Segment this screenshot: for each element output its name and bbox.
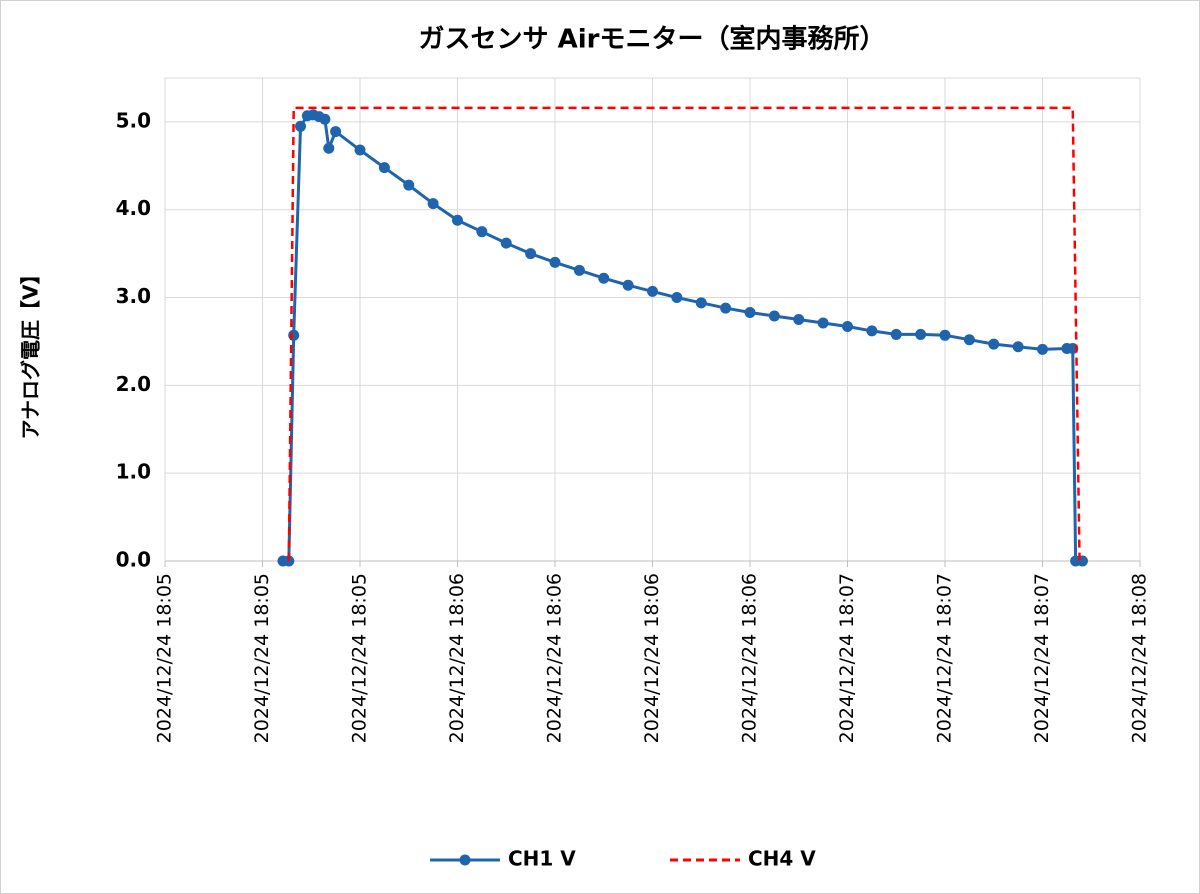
x-tick-label: 2024/12/24 18:05 — [154, 573, 176, 743]
x-tick-label: 2024/12/24 18:05 — [251, 573, 273, 743]
data-point — [622, 279, 634, 291]
data-point — [988, 338, 1000, 350]
x-tick-label: 2024/12/24 18:07 — [836, 573, 858, 743]
data-point — [452, 214, 463, 226]
data-point — [525, 248, 537, 260]
data-point — [890, 328, 902, 340]
y-tick-label: 3.0 — [116, 284, 151, 308]
data-point — [319, 113, 331, 125]
data-point — [939, 329, 951, 341]
data-point — [598, 272, 610, 284]
y-tick-label: 0.0 — [116, 548, 151, 572]
data-point — [500, 237, 512, 249]
data-point — [768, 310, 780, 322]
x-tick-label: 2024/12/24 18:08 — [1129, 573, 1151, 743]
y-axis-label: アナログ電圧【V】 — [19, 264, 43, 439]
data-point — [817, 317, 829, 329]
data-point — [549, 256, 561, 268]
data-point — [1037, 343, 1048, 355]
data-point — [647, 285, 658, 297]
data-point — [573, 264, 585, 276]
x-tick-label: 2024/12/24 18:06 — [544, 573, 566, 743]
data-point — [427, 198, 439, 210]
y-tick-label: 1.0 — [116, 460, 151, 484]
data-point — [295, 120, 307, 132]
y-tick-label: 4.0 — [116, 196, 151, 220]
y-tick-label: 5.0 — [116, 108, 151, 132]
data-point — [866, 325, 878, 337]
legend-label: CH4 V — [748, 847, 816, 871]
data-point — [476, 226, 488, 238]
data-point — [842, 321, 853, 333]
chart-title: ガスセンサ Airモニター（室内事務所） — [419, 24, 886, 55]
data-point — [1012, 341, 1024, 353]
data-point — [744, 306, 756, 318]
data-point — [671, 292, 683, 304]
x-tick-label: 2024/12/24 18:06 — [641, 573, 663, 743]
data-point — [403, 179, 415, 191]
data-point — [695, 297, 707, 309]
x-tick-label: 2024/12/24 18:06 — [446, 573, 468, 743]
data-point — [288, 329, 300, 341]
series-line — [287, 106, 1081, 562]
data-point — [323, 142, 335, 154]
x-tick-label: 2024/12/24 18:06 — [739, 573, 761, 743]
data-point — [963, 334, 975, 346]
x-tick-label: 2024/12/24 18:07 — [1031, 573, 1053, 743]
data-point — [330, 126, 342, 138]
data-point — [915, 328, 927, 340]
data-point — [720, 302, 732, 314]
y-tick-label: 2.0 — [116, 372, 151, 396]
data-point — [354, 144, 366, 156]
x-tick-label: 2024/12/24 18:07 — [934, 573, 956, 743]
legend-label: CH1 V — [508, 847, 576, 871]
data-point — [793, 314, 805, 325]
data-point — [378, 162, 390, 174]
x-tick-label: 2024/12/24 18:05 — [349, 573, 371, 743]
legend-marker — [459, 854, 471, 866]
